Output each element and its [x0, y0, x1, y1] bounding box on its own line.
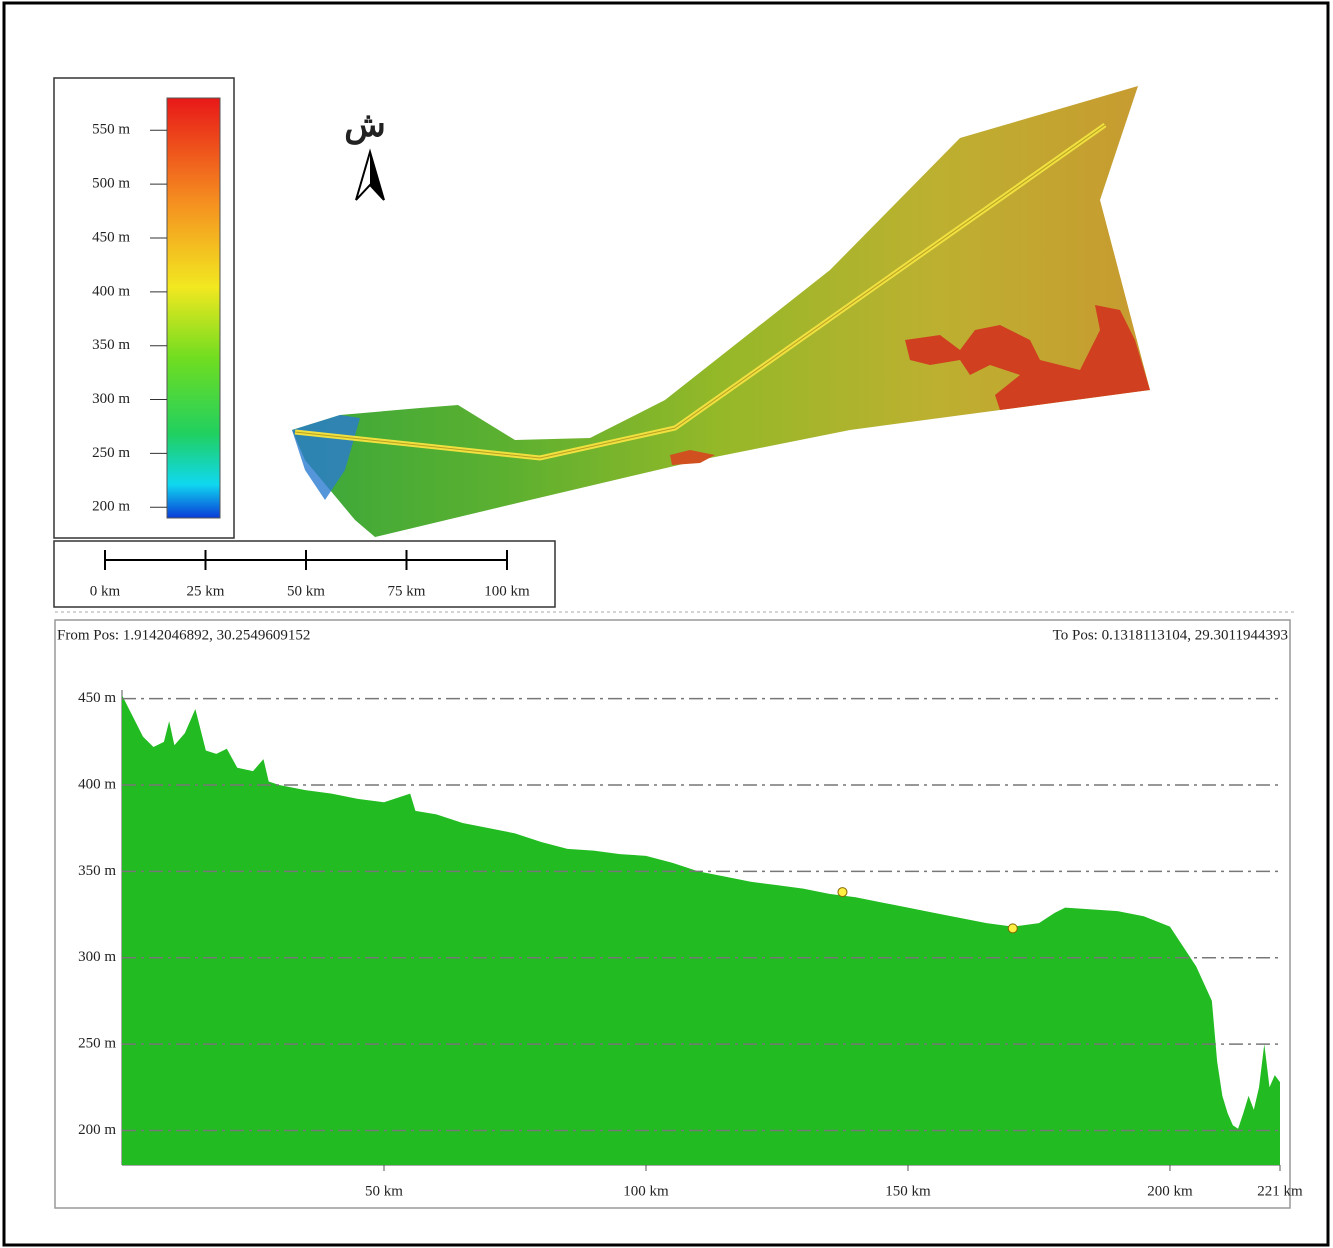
legend-label: 250 m: [92, 445, 130, 461]
y-tick-label: 200 m: [78, 1122, 116, 1138]
scale-label: 25 km: [187, 583, 225, 599]
legend-label: 450 m: [92, 229, 130, 245]
scale-label: 75 km: [388, 583, 426, 599]
legend-label: 400 m: [92, 283, 130, 299]
y-tick-label: 400 m: [78, 776, 116, 792]
profile-marker: [838, 888, 847, 897]
to-position: To Pos: 0.1318113104, 29.3011944393: [1053, 627, 1288, 643]
x-tick-label: 150 km: [885, 1183, 931, 1199]
profile-marker: [1008, 924, 1017, 933]
from-position: From Pos: 1.9142046892, 30.2549609152: [57, 627, 310, 643]
legend-label: 500 m: [92, 176, 130, 192]
legend-label: 200 m: [92, 499, 130, 515]
x-tick-label: 221 km: [1257, 1183, 1303, 1199]
north-label: ش: [344, 107, 386, 145]
x-tick-label: 200 km: [1147, 1183, 1193, 1199]
scale-label: 50 km: [287, 583, 325, 599]
legend-label: 550 m: [92, 122, 130, 138]
y-tick-label: 350 m: [78, 863, 116, 879]
y-tick-label: 450 m: [78, 690, 116, 706]
scale-label: 100 km: [484, 583, 530, 599]
scale-label: 0 km: [90, 583, 121, 599]
y-tick-label: 250 m: [78, 1036, 116, 1052]
y-tick-label: 300 m: [78, 949, 116, 965]
legend-label: 300 m: [92, 391, 130, 407]
legend-label: 350 m: [92, 337, 130, 353]
color-bar: [167, 98, 220, 518]
terrain: [292, 86, 1150, 537]
figure: ش From Pos: 1.9142046892, 30.2549609152 …: [0, 0, 1333, 1248]
x-tick-label: 50 km: [365, 1183, 403, 1199]
x-tick-label: 100 km: [623, 1183, 669, 1199]
